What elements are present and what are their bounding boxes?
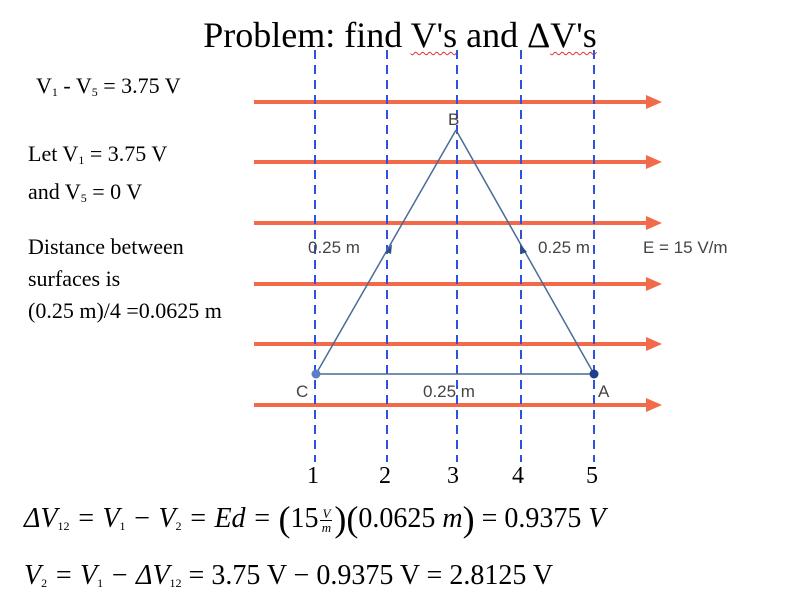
surface-number-5: 5: [586, 463, 598, 489]
eq1-unit-numerator: V: [320, 506, 333, 522]
assumption-1-sub: 1: [78, 153, 85, 167]
field-arrow: [254, 398, 662, 412]
title-text-mid: and Δ: [457, 15, 551, 55]
given-v-label: V: [36, 73, 52, 98]
assumption-line-1: Let V1 = 3.75 V: [28, 138, 167, 176]
eq1-minus-v: − V: [125, 503, 176, 534]
given-minus-v: - V: [57, 73, 92, 98]
eq1-delta-v-sub: 12: [57, 519, 70, 533]
eq2-computation: = 3.75 V − 0.9375 V = 2.8125 V: [181, 560, 554, 591]
given-sub-1: 1: [51, 85, 58, 99]
eq1-ed: = Ed =: [181, 503, 279, 534]
assumption-block: Let V1 = 3.75 V and V5 = 0 V: [28, 138, 167, 214]
left-side-arrowhead: [386, 244, 392, 254]
eq1-result: = 0.9375: [474, 503, 589, 534]
eq1-v2-sub: 2: [175, 519, 182, 533]
triangle: [311, 129, 599, 379]
page-title: Problem: find V's and ΔV's: [0, 14, 800, 56]
title-v-plural: V's: [410, 15, 458, 55]
surface-number-1: 1: [307, 463, 319, 489]
assumption-1-prefix: Let V: [28, 141, 79, 166]
assumption-line-2: and V5 = 0 V: [28, 176, 167, 214]
assumption-2-prefix: and V: [28, 179, 81, 204]
surface-number-4: 4: [512, 463, 524, 489]
assumption-2-sub: 5: [80, 191, 87, 205]
spacing-line-2: surfaces is: [28, 266, 121, 291]
surface-number-2: 2: [379, 463, 391, 489]
vertex-b-label: B: [448, 110, 459, 129]
point-c-dot: [311, 369, 321, 379]
spacing-line-3: (0.25 m)/4 =0.0625 m: [28, 298, 222, 323]
equation-v2: V2 = V1 − ΔV12 = 3.75 V − 0.9375 V = 2.8…: [24, 560, 553, 592]
assumption-1-value: = 3.75 V: [84, 141, 168, 166]
title-text-1: Problem: find: [203, 15, 411, 55]
given-sub-5: 5: [91, 85, 98, 99]
eq2-minus-delta-v: − ΔV: [103, 560, 170, 591]
eq1-distance: 0.0625: [358, 503, 443, 534]
point-a-dot: [589, 369, 599, 379]
eq2-v2: V: [24, 560, 42, 591]
field-arrow: [254, 277, 662, 291]
field-arrow: [254, 95, 662, 109]
side-right-length: 0.25 m: [538, 238, 590, 257]
field-arrow: [254, 155, 662, 169]
eq2-delta-v-sub: 12: [169, 576, 182, 590]
eq1-delta-v: ΔV: [24, 503, 58, 534]
electric-field-arrows: [254, 95, 662, 412]
eq1-v1-sub: 1: [119, 519, 126, 533]
eq1-distance-unit: m: [442, 503, 463, 534]
side-bottom-length: 0.25 m: [423, 382, 475, 401]
spacing-note: Distance between surfaces is (0.25 m)/4 …: [28, 231, 222, 327]
eq1-result-unit: V: [588, 503, 606, 534]
field-arrow: [254, 216, 662, 230]
given-value: = 3.75 V: [97, 73, 181, 98]
side-left-length: 0.25 m: [308, 238, 360, 257]
assumption-2-value: = 0 V: [86, 179, 143, 204]
spacing-line-1: Distance between: [28, 234, 184, 259]
eq1-equals-v: = V: [69, 503, 120, 534]
right-side-arrowhead: [520, 244, 527, 254]
vertex-a-label: A: [598, 382, 610, 401]
eq2-equals-v1: = V: [47, 560, 98, 591]
eq2-v1-sub: 1: [97, 576, 104, 590]
eq2-v2-sub: 2: [41, 576, 48, 590]
surface-number-3: 3: [447, 463, 459, 489]
vertex-c-label: C: [296, 382, 308, 401]
field-strength-label: E = 15 V/m: [643, 238, 728, 257]
title-delta-v-plural: V's: [550, 15, 597, 55]
field-arrow: [254, 337, 662, 351]
eq1-field-value: 15: [290, 503, 319, 534]
eq1-unit-denominator: m: [321, 520, 332, 536]
given-potential-difference: V1 - V5 = 3.75 V: [36, 70, 181, 108]
equipotential-surfaces: [314, 50, 595, 462]
